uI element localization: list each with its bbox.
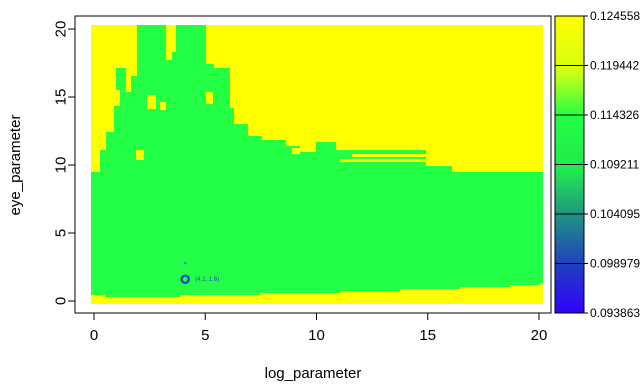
heatmap-high-window xyxy=(136,150,144,160)
heatmap-high-window xyxy=(160,102,166,110)
x-axis-label: log_parameter xyxy=(265,365,362,382)
colorbar-tick-label: 0.114326 xyxy=(590,108,639,122)
marker-point xyxy=(180,274,190,284)
heatmap-field xyxy=(91,25,543,304)
x-tick-label: 0 xyxy=(90,327,98,344)
heatmap-high-window xyxy=(352,154,426,157)
heatmap-high-window xyxy=(206,92,213,104)
x-tick-label: 15 xyxy=(419,327,436,344)
y-tick-label: 0 xyxy=(53,297,70,305)
x-tick-label: 5 xyxy=(201,327,209,344)
colorbar-ticks: 0.124558 0.119442 0.114326 0.109211 0.104095… xyxy=(555,9,640,320)
y-tick-label: 20 xyxy=(53,21,70,38)
heatmap-high-window xyxy=(292,148,300,154)
heatmap-mid-region xyxy=(91,25,543,297)
marker-label: (4.1, 1.6) xyxy=(195,277,219,283)
y-tick-label: 5 xyxy=(53,229,70,237)
selected-point-marker: (4.1, 1.6) xyxy=(180,261,219,284)
colorbar-tick-label: 0.119442 xyxy=(590,59,639,73)
heatmap-high-window xyxy=(147,95,156,109)
y-tick-label: 10 xyxy=(53,157,70,174)
marker-tick xyxy=(183,261,187,265)
heatmap-high-window xyxy=(172,25,176,51)
colorbar-tick-label: 0.093863 xyxy=(590,306,640,320)
heatmap-high-window xyxy=(340,159,426,162)
colorbar-tick-label: 0.109211 xyxy=(590,158,639,172)
x-tick-label: 10 xyxy=(308,327,325,344)
y-tick-label: 15 xyxy=(53,89,70,106)
colorbar-tick-label: 0.124558 xyxy=(590,9,640,23)
x-tick-label: 20 xyxy=(531,327,548,344)
colorbar-tick-label: 0.104095 xyxy=(590,207,640,221)
y-axis: 0 5 10 15 20 xyxy=(53,21,76,305)
y-axis-label: eye_parameter xyxy=(7,115,24,216)
x-axis: 0 5 10 15 20 xyxy=(90,312,548,344)
colorbar-tick-label: 0.098979 xyxy=(590,257,640,271)
